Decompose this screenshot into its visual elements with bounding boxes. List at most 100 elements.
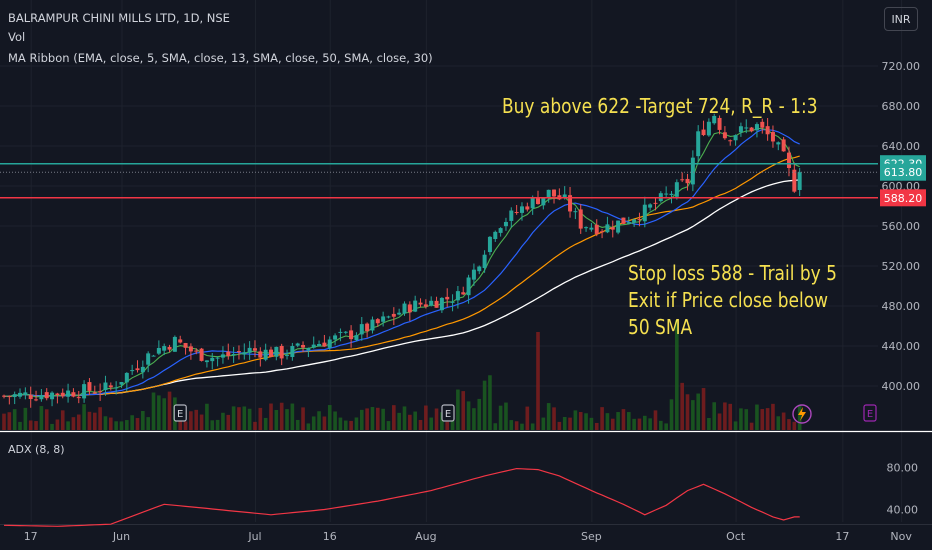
volume-bar <box>221 412 225 430</box>
volume-bar <box>258 407 263 430</box>
candle <box>797 168 802 196</box>
candle <box>226 343 231 360</box>
earnings-marker: E <box>441 404 455 422</box>
candle <box>621 217 626 225</box>
candle <box>610 220 615 238</box>
volume-bar <box>322 416 327 430</box>
price-badge-label: 613.80 <box>884 166 923 179</box>
candle <box>439 297 444 313</box>
volume-bar <box>525 406 530 430</box>
candle <box>135 360 140 373</box>
volume-bar <box>600 407 604 430</box>
candle <box>146 351 151 373</box>
candle-body <box>247 347 252 353</box>
candle-body <box>220 354 225 358</box>
candle-body <box>552 189 557 197</box>
candle-body <box>760 121 765 128</box>
volume-bar <box>71 417 76 430</box>
buy-target-note: Buy above 622 -Target 724, R_R - 1:3 <box>502 94 818 118</box>
candle-body <box>301 344 306 348</box>
time-tick-label: Nov <box>890 530 912 543</box>
volume-bar <box>210 420 215 430</box>
candle <box>151 354 156 357</box>
volume-bar <box>552 407 556 430</box>
candle-body <box>231 354 236 356</box>
candle-body <box>226 351 231 356</box>
candle <box>744 119 749 134</box>
candle <box>130 364 135 375</box>
candle <box>477 265 482 275</box>
candle <box>87 378 92 395</box>
candle-body <box>28 395 33 400</box>
volume-bar <box>82 404 86 430</box>
candle-body <box>786 152 791 168</box>
candle <box>466 274 471 304</box>
volume-bar <box>461 391 466 430</box>
volume-bar <box>755 404 759 430</box>
volume-bar <box>263 417 268 430</box>
volume-bar <box>712 402 717 430</box>
candle <box>413 295 418 313</box>
candle <box>274 346 279 361</box>
volume-bar <box>34 421 38 430</box>
candle-body <box>167 346 172 350</box>
candle-body <box>402 303 407 314</box>
candle-body <box>418 302 423 305</box>
volume-bar <box>141 410 145 430</box>
candle <box>295 342 300 348</box>
volume-bar <box>776 416 781 430</box>
candle <box>386 315 391 319</box>
candle-body <box>333 335 338 340</box>
volume-bar <box>109 417 113 430</box>
volume-bar <box>669 399 674 430</box>
candle-body <box>151 355 156 357</box>
candle <box>76 390 81 404</box>
candle-body <box>295 343 300 346</box>
volume-bar <box>605 413 610 430</box>
candle <box>167 344 172 353</box>
candle <box>546 189 551 203</box>
candle <box>530 195 535 215</box>
candle-body <box>55 393 60 396</box>
volume-bar <box>130 415 134 430</box>
volume-bar <box>119 421 124 430</box>
earnings-marker: E <box>173 404 187 422</box>
candle-body <box>749 127 754 132</box>
candle <box>674 179 679 200</box>
candle-body <box>738 126 743 133</box>
currency-button[interactable]: INR <box>884 7 918 31</box>
volume-bar <box>530 423 535 430</box>
price-tick-label: 720.00 <box>882 60 921 73</box>
volume-bar <box>226 414 231 430</box>
candle-body <box>530 197 535 209</box>
volume-bar <box>626 412 631 430</box>
candle <box>82 380 87 403</box>
volume-bar <box>98 407 102 430</box>
volume-bar <box>381 408 385 430</box>
candle-body <box>690 157 695 185</box>
volume-bar <box>429 417 433 430</box>
time-tick-label: Sep <box>581 530 602 543</box>
volume-bar <box>664 423 668 430</box>
price-tick-label: 680.00 <box>882 100 921 113</box>
candle-body <box>429 300 434 306</box>
candle-body <box>204 360 209 363</box>
candle <box>455 285 460 309</box>
volume-bar <box>183 421 188 430</box>
sma-note: 50 SMA <box>628 315 693 339</box>
volume-bar <box>573 410 578 430</box>
volume-bar <box>643 415 647 430</box>
candle-body <box>183 343 188 348</box>
candle <box>407 301 412 322</box>
volume-bar <box>231 406 236 430</box>
candle <box>482 250 487 273</box>
candle-body <box>728 140 733 142</box>
candle-body <box>317 343 322 347</box>
adx-legend: ADX (8, 8) <box>8 443 65 456</box>
candle <box>754 122 759 138</box>
candle <box>696 125 701 162</box>
earnings-marker-label: E <box>445 409 451 420</box>
volume-bar <box>125 420 129 430</box>
volume-bar <box>247 408 252 430</box>
